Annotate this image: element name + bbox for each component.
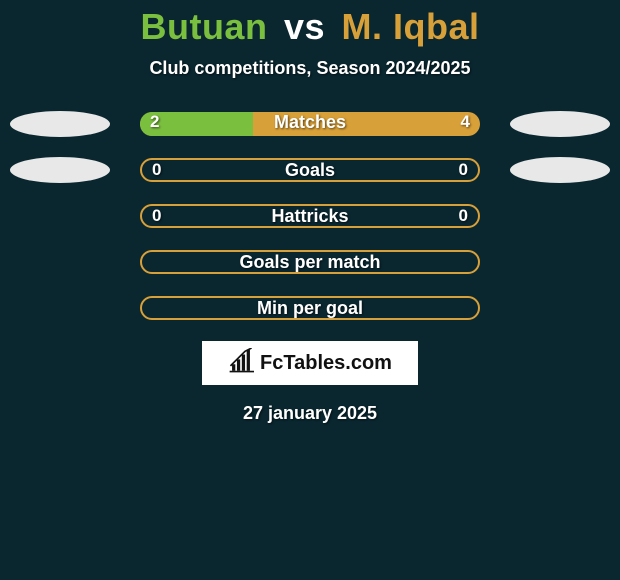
stat-bar: 00Hattricks <box>140 204 480 228</box>
stat-rows: 24Matches 00Goals 00Hattricks Goals per mat… <box>0 111 620 321</box>
stat-row-mpg: Min per goal <box>0 295 620 321</box>
stat-label: Goals per match <box>142 252 478 272</box>
stat-bar: 24Matches <box>140 112 480 136</box>
stat-row-goals: 00Goals <box>0 157 620 183</box>
bar-chart-icon <box>228 348 254 379</box>
comparison-card: Butuan vs M. Iqbal Club competitions, Se… <box>0 0 620 580</box>
stat-label: Goals <box>142 160 478 180</box>
stat-label: Matches <box>140 112 480 136</box>
team-badge-right <box>510 111 610 137</box>
stat-bar: Goals per match <box>140 250 480 274</box>
stat-bar: Min per goal <box>140 296 480 320</box>
stat-label: Hattricks <box>142 206 478 226</box>
stat-row-gpm: Goals per match <box>0 249 620 275</box>
team-badge-right <box>510 157 610 183</box>
stat-row-hattricks: 00Hattricks <box>0 203 620 229</box>
title-player2: M. Iqbal <box>342 6 480 47</box>
title-player1: Butuan <box>140 6 267 47</box>
subtitle: Club competitions, Season 2024/2025 <box>0 58 620 79</box>
team-badge-left <box>10 157 110 183</box>
snapshot-date: 27 january 2025 <box>0 403 620 424</box>
title: Butuan vs M. Iqbal <box>0 6 620 48</box>
stat-row-matches: 24Matches <box>0 111 620 137</box>
source-logo-text: FcTables.com <box>260 352 392 375</box>
title-vs: vs <box>284 6 325 47</box>
stat-bar: 00Goals <box>140 158 480 182</box>
source-logo: FcTables.com <box>202 341 418 385</box>
team-badge-left <box>10 111 110 137</box>
stat-label: Min per goal <box>142 298 478 318</box>
